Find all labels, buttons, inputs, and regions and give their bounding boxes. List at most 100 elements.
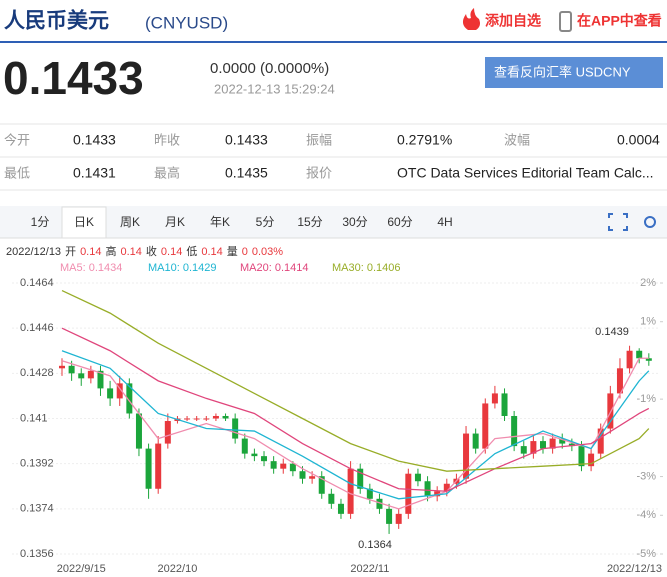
candle-body <box>386 508 393 524</box>
candle-body <box>636 350 643 359</box>
y2-tick-label: -3% <box>636 470 656 482</box>
candle-body <box>376 498 383 509</box>
tab[interactable]: 5分 <box>256 215 275 229</box>
candle-body <box>616 368 623 394</box>
tab[interactable]: 4H <box>437 215 452 229</box>
ohlc-label: 收 <box>146 244 157 258</box>
reverse-button-label[interactable]: 查看反向汇率 USDCNY <box>494 64 631 79</box>
candle-body <box>337 503 344 514</box>
candle-body <box>482 403 489 449</box>
x-tick-label: 2022/12/13 <box>607 563 662 575</box>
fullscreen-icon[interactable] <box>608 213 628 231</box>
candle-body <box>193 418 200 420</box>
candle-body <box>309 476 316 479</box>
fire-icon <box>462 8 480 30</box>
reverse-button[interactable] <box>485 57 663 88</box>
candle-body <box>357 468 364 489</box>
y2-tick-label: 2% <box>640 277 656 289</box>
y2-tick-label: -5% <box>636 548 656 560</box>
stat-value: OTC Data Services Editorial Team Calc... <box>397 165 654 181</box>
candle-body <box>318 476 325 494</box>
time: 2022-12-13 15:29:24 <box>214 81 335 96</box>
tab[interactable]: 年K <box>210 215 230 229</box>
legend-entry: MA5: 0.1434 <box>60 262 122 274</box>
annotation: 0.1364 <box>358 539 392 551</box>
candle-body <box>597 428 604 454</box>
add-watch[interactable]: 添加自选 <box>485 13 541 29</box>
candle-body <box>107 388 114 399</box>
ohlc-label: 量 <box>227 245 238 258</box>
code: (CNYUSD) <box>145 13 228 32</box>
candle-body <box>241 438 248 454</box>
legend-entry: MA30: 0.1406 <box>332 262 401 274</box>
candle-body <box>501 393 508 416</box>
y-tick-label: 0.1446 <box>20 322 54 334</box>
tab-bar <box>0 206 667 238</box>
x-tick-label: 2022/11 <box>350 563 389 575</box>
ohlc-label: 高 <box>105 244 116 258</box>
ma-line <box>61 350 650 500</box>
candle-body <box>87 370 94 379</box>
tab[interactable]: 周K <box>120 215 140 229</box>
candle-body <box>155 443 162 489</box>
tab[interactable]: 30分 <box>342 215 367 229</box>
ohlc-date: 2022/12/13 <box>6 246 61 258</box>
annotation: 0.1439 <box>595 326 629 338</box>
header-rule <box>0 41 667 43</box>
candle-body <box>443 483 450 492</box>
candle-body <box>520 446 527 454</box>
stat-value: 0.1431 <box>73 165 116 181</box>
stat-label: 最高 <box>154 165 180 180</box>
ohlc-value: 0.14 <box>201 246 222 258</box>
ohlc-value: 0 <box>242 246 248 258</box>
settings-icon[interactable] <box>644 216 656 228</box>
candle-body <box>280 463 287 469</box>
ma-line <box>61 327 650 492</box>
candle-body <box>366 488 373 499</box>
candle-body <box>511 415 518 447</box>
candle-body <box>145 448 152 489</box>
stat-value: 0.1435 <box>225 165 268 181</box>
stat-label: 振幅 <box>306 132 332 147</box>
candle-body <box>491 393 498 404</box>
legend-entry: MA10: 0.1429 <box>148 262 217 274</box>
candle-body <box>135 413 142 449</box>
tab[interactable]: 1分 <box>31 215 50 229</box>
candle-body <box>59 365 65 369</box>
ma-line <box>61 289 650 472</box>
y2-tick-label: -4% <box>636 509 656 521</box>
open-app[interactable]: 在APP中查看 <box>577 13 662 29</box>
tab[interactable]: 60分 <box>387 215 412 229</box>
candle-body <box>578 446 585 467</box>
tab[interactable]: 月K <box>165 215 185 229</box>
candle-body <box>347 468 354 514</box>
y2-tick-label: 1% <box>640 316 656 328</box>
candle-body <box>588 453 595 467</box>
candle-body <box>222 415 229 419</box>
y-tick-label: 0.1428 <box>20 367 54 379</box>
stat-value: 0.0004 <box>617 132 660 148</box>
candle-body <box>472 433 479 449</box>
stat-label: 最低 <box>4 165 30 180</box>
stat-label: 波幅 <box>504 132 530 147</box>
tab[interactable]: 15分 <box>297 215 322 229</box>
candle-body <box>395 513 402 524</box>
tab[interactable]: 日K <box>74 215 94 229</box>
candle-body <box>328 493 335 504</box>
stat-value: 0.2791% <box>397 132 452 148</box>
candle-body <box>164 421 171 444</box>
candle-body <box>424 481 431 497</box>
y-tick-label: 0.1356 <box>20 548 54 560</box>
candle-body <box>414 473 421 482</box>
candle-body <box>405 473 412 514</box>
change: 0.0000 (0.0000%) <box>210 60 329 77</box>
price: 0.1433 <box>3 52 144 104</box>
candle-body <box>289 463 296 472</box>
candle-body <box>549 438 556 449</box>
candle-body <box>232 418 239 439</box>
candle-body <box>78 373 85 379</box>
ohlc-change: 0.03% <box>252 246 283 258</box>
y-tick-label: 0.1374 <box>20 503 54 515</box>
